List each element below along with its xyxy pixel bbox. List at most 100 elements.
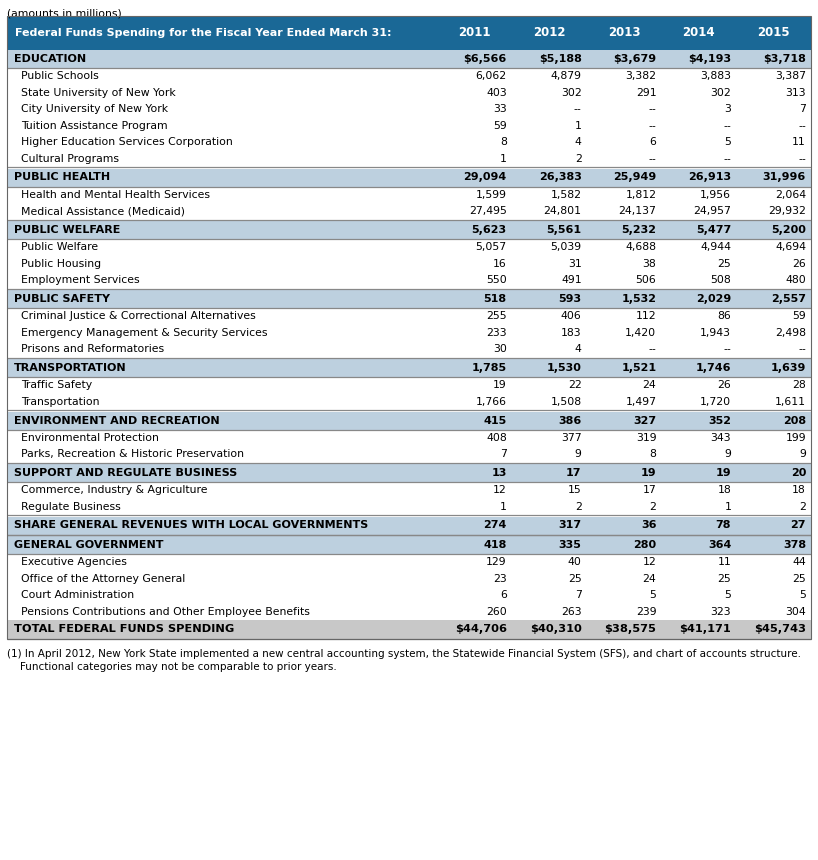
Text: --: -- — [723, 154, 731, 163]
Text: 5: 5 — [799, 590, 806, 600]
Text: --: -- — [798, 120, 806, 131]
Text: 9: 9 — [799, 449, 806, 459]
Text: Office of the Attorney General: Office of the Attorney General — [21, 574, 185, 584]
Text: Health and Mental Health Services: Health and Mental Health Services — [21, 190, 210, 200]
Text: 302: 302 — [561, 88, 582, 98]
Text: 4,879: 4,879 — [551, 71, 582, 81]
Text: 199: 199 — [785, 433, 806, 443]
Text: 25: 25 — [717, 259, 731, 268]
Text: 5,477: 5,477 — [696, 225, 731, 235]
Text: 263: 263 — [561, 607, 582, 617]
Text: 25: 25 — [568, 574, 582, 584]
Text: 1,508: 1,508 — [551, 396, 582, 407]
Text: 129: 129 — [486, 557, 507, 568]
Text: 36: 36 — [640, 520, 656, 531]
Bar — [7, 536, 811, 554]
Text: 6,062: 6,062 — [476, 71, 507, 81]
Text: 25: 25 — [717, 574, 731, 584]
Text: $41,171: $41,171 — [680, 624, 731, 635]
Text: 208: 208 — [783, 415, 806, 426]
Text: 406: 406 — [561, 311, 582, 322]
Text: 31,996: 31,996 — [762, 173, 806, 182]
Text: 28: 28 — [793, 380, 806, 390]
Text: 2014: 2014 — [682, 27, 715, 40]
Bar — [7, 620, 811, 639]
Text: 1,956: 1,956 — [700, 190, 731, 200]
Text: 518: 518 — [483, 294, 507, 304]
Text: 38: 38 — [643, 259, 656, 268]
Text: 20: 20 — [791, 468, 806, 478]
Bar — [7, 604, 811, 620]
Text: 491: 491 — [561, 275, 582, 286]
Bar — [7, 411, 811, 429]
Text: 5: 5 — [724, 590, 731, 600]
Bar — [7, 499, 811, 515]
Text: 2012: 2012 — [533, 27, 565, 40]
Text: 7: 7 — [799, 104, 806, 114]
Text: 19: 19 — [640, 468, 656, 478]
Text: GENERAL GOVERNMENT: GENERAL GOVERNMENT — [14, 540, 164, 550]
Bar — [7, 464, 811, 482]
Bar — [7, 84, 811, 101]
Text: 24,957: 24,957 — [694, 206, 731, 216]
Text: 31: 31 — [568, 259, 582, 268]
Text: 2: 2 — [649, 501, 656, 512]
Text: Cultural Programs: Cultural Programs — [21, 154, 119, 163]
Text: 86: 86 — [717, 311, 731, 322]
Text: 24,137: 24,137 — [618, 206, 656, 216]
Text: $6,566: $6,566 — [464, 54, 507, 64]
Text: Court Administration: Court Administration — [21, 590, 134, 600]
Text: 480: 480 — [785, 275, 806, 286]
Text: Prisons and Reformatories: Prisons and Reformatories — [21, 344, 164, 354]
Text: 59: 59 — [493, 120, 507, 131]
Text: 2: 2 — [575, 154, 582, 163]
Text: PUBLIC SAFETY: PUBLIC SAFETY — [14, 294, 110, 304]
Text: 403: 403 — [486, 88, 507, 98]
Text: Tuition Assistance Program: Tuition Assistance Program — [21, 120, 168, 131]
Text: EDUCATION: EDUCATION — [14, 54, 86, 64]
Text: 9: 9 — [575, 449, 582, 459]
Bar — [7, 239, 811, 255]
Text: 23: 23 — [493, 574, 507, 584]
Text: 319: 319 — [636, 433, 656, 443]
Text: 1,812: 1,812 — [626, 190, 656, 200]
Text: 8: 8 — [649, 449, 656, 459]
Text: 5,057: 5,057 — [476, 243, 507, 252]
Text: 2011: 2011 — [458, 27, 491, 40]
Text: Parks, Recreation & Historic Preservation: Parks, Recreation & Historic Preservatio… — [21, 449, 244, 459]
Text: 352: 352 — [708, 415, 731, 426]
Text: Executive Agencies: Executive Agencies — [21, 557, 127, 568]
Text: Transportation: Transportation — [21, 396, 100, 407]
Text: 5,561: 5,561 — [546, 225, 582, 235]
Text: 1,611: 1,611 — [775, 396, 806, 407]
Text: --: -- — [798, 344, 806, 354]
Text: 30: 30 — [493, 344, 507, 354]
Text: --: -- — [574, 104, 582, 114]
Text: 317: 317 — [559, 520, 582, 531]
Text: 418: 418 — [483, 540, 507, 550]
Text: 1,943: 1,943 — [700, 328, 731, 338]
Text: 5: 5 — [724, 138, 731, 147]
Text: 5,039: 5,039 — [551, 243, 582, 252]
Text: 3,883: 3,883 — [700, 71, 731, 81]
Text: Public Housing: Public Housing — [21, 259, 101, 268]
Text: 1,599: 1,599 — [476, 190, 507, 200]
Text: 1,497: 1,497 — [626, 396, 656, 407]
Text: 327: 327 — [633, 415, 656, 426]
Text: 13: 13 — [492, 468, 507, 478]
Bar — [7, 255, 811, 272]
Text: 260: 260 — [486, 607, 507, 617]
Text: 1,766: 1,766 — [476, 396, 507, 407]
Text: 17: 17 — [566, 468, 582, 478]
Text: 304: 304 — [785, 607, 806, 617]
Text: Public Welfare: Public Welfare — [21, 243, 98, 252]
Text: 6: 6 — [649, 138, 656, 147]
Text: $4,193: $4,193 — [688, 54, 731, 64]
Text: 7: 7 — [500, 449, 507, 459]
Text: 2: 2 — [575, 501, 582, 512]
Text: PUBLIC HEALTH: PUBLIC HEALTH — [14, 173, 110, 182]
Text: --: -- — [649, 104, 656, 114]
Text: 593: 593 — [559, 294, 582, 304]
Bar — [7, 482, 811, 499]
Text: 4,944: 4,944 — [700, 243, 731, 252]
